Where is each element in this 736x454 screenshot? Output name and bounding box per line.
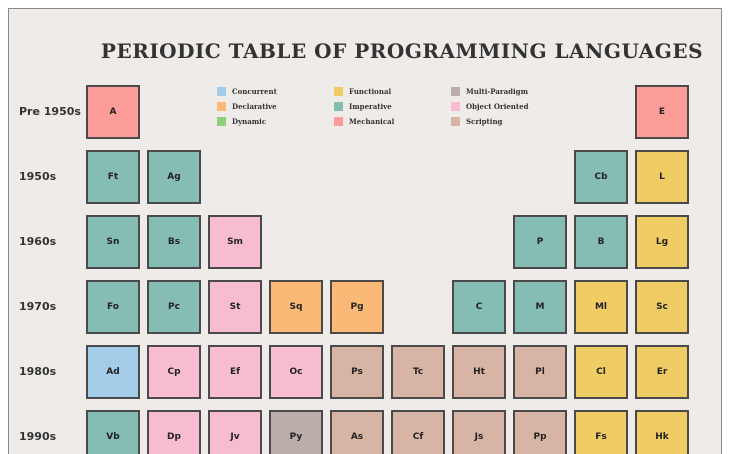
legend-label: Declarative bbox=[232, 102, 277, 111]
row-label: 1970s bbox=[19, 300, 57, 313]
legend-label: Functional bbox=[349, 87, 392, 96]
element-cell-pc[interactable]: Pc bbox=[147, 280, 201, 334]
element-cell-pp[interactable]: Pp bbox=[513, 410, 567, 454]
row-label: 1960s bbox=[19, 235, 57, 248]
legend-label: Dynamic bbox=[232, 117, 267, 126]
legend-swatch bbox=[451, 117, 460, 126]
legend-item-imperative: Imperative bbox=[334, 102, 392, 111]
legend-label: Concurrent bbox=[232, 87, 277, 96]
element-cell-er[interactable]: Er bbox=[635, 345, 689, 399]
legend-swatch bbox=[451, 87, 460, 96]
element-cell-sn[interactable]: Sn bbox=[86, 215, 140, 269]
legend-item-object-oriented: Object Oriented bbox=[451, 102, 528, 111]
element-cell-p[interactable]: P bbox=[513, 215, 567, 269]
element-cell-cp[interactable]: Cp bbox=[147, 345, 201, 399]
element-cell-lg[interactable]: Lg bbox=[635, 215, 689, 269]
element-cell-bs[interactable]: Bs bbox=[147, 215, 201, 269]
legend-label: Imperative bbox=[349, 102, 392, 111]
legend-swatch bbox=[451, 102, 460, 111]
element-cell-as[interactable]: As bbox=[330, 410, 384, 454]
element-cell-cf[interactable]: Cf bbox=[391, 410, 445, 454]
legend-label: Scripting bbox=[466, 117, 503, 126]
legend-label: Multi-Paradigm bbox=[466, 87, 528, 96]
legend-label: Object Oriented bbox=[466, 102, 529, 111]
row-label: Pre 1950s bbox=[19, 105, 81, 118]
element-cell-oc[interactable]: Oc bbox=[269, 345, 323, 399]
row-label: 1990s bbox=[19, 430, 57, 443]
element-cell-ml[interactable]: Ml bbox=[574, 280, 628, 334]
legend-item-concurrent: Concurrent bbox=[217, 87, 277, 96]
element-cell-st[interactable]: St bbox=[208, 280, 262, 334]
element-cell-ag[interactable]: Ag bbox=[147, 150, 201, 204]
element-cell-c[interactable]: C bbox=[452, 280, 506, 334]
element-cell-ht[interactable]: Ht bbox=[452, 345, 506, 399]
periodic-table-diagram: PERIODIC TABLE OF PROGRAMMING LANGUAGES … bbox=[8, 8, 722, 454]
legend-swatch bbox=[334, 102, 343, 111]
element-cell-dp[interactable]: Dp bbox=[147, 410, 201, 454]
legend-label: Mechanical bbox=[349, 117, 395, 126]
element-cell-tc[interactable]: Tc bbox=[391, 345, 445, 399]
element-cell-hk[interactable]: Hk bbox=[635, 410, 689, 454]
element-cell-fo[interactable]: Fo bbox=[86, 280, 140, 334]
row-label: 1980s bbox=[19, 365, 57, 378]
page-title: PERIODIC TABLE OF PROGRAMMING LANGUAGES bbox=[100, 39, 704, 63]
element-cell-jv[interactable]: Jv bbox=[208, 410, 262, 454]
element-cell-cl[interactable]: Cl bbox=[574, 345, 628, 399]
element-cell-fs[interactable]: Fs bbox=[574, 410, 628, 454]
element-cell-vb[interactable]: Vb bbox=[86, 410, 140, 454]
element-cell-b[interactable]: B bbox=[574, 215, 628, 269]
legend-item-dynamic: Dynamic bbox=[217, 117, 266, 126]
element-cell-ft[interactable]: Ft bbox=[86, 150, 140, 204]
legend-item-mechanical: Mechanical bbox=[334, 117, 394, 126]
element-cell-pl[interactable]: Pl bbox=[513, 345, 567, 399]
legend-item-multi-paradigm: Multi-Paradigm bbox=[451, 87, 528, 96]
legend-swatch bbox=[217, 117, 226, 126]
element-cell-sc[interactable]: Sc bbox=[635, 280, 689, 334]
row-label: 1950s bbox=[19, 170, 57, 183]
legend-item-declarative: Declarative bbox=[217, 102, 277, 111]
element-cell-sq[interactable]: Sq bbox=[269, 280, 323, 334]
legend-swatch bbox=[334, 117, 343, 126]
legend-swatch bbox=[217, 87, 226, 96]
element-cell-e[interactable]: E bbox=[635, 85, 689, 139]
element-cell-pg[interactable]: Pg bbox=[330, 280, 384, 334]
element-cell-l[interactable]: L bbox=[635, 150, 689, 204]
legend-swatch bbox=[334, 87, 343, 96]
element-cell-ef[interactable]: Ef bbox=[208, 345, 262, 399]
legend-swatch bbox=[217, 102, 226, 111]
element-cell-ad[interactable]: Ad bbox=[86, 345, 140, 399]
element-cell-py[interactable]: Py bbox=[269, 410, 323, 454]
element-cell-js[interactable]: Js bbox=[452, 410, 506, 454]
legend-item-functional: Functional bbox=[334, 87, 391, 96]
element-cell-ps[interactable]: Ps bbox=[330, 345, 384, 399]
element-cell-m[interactable]: M bbox=[513, 280, 567, 334]
legend-item-scripting: Scripting bbox=[451, 117, 502, 126]
element-cell-sm[interactable]: Sm bbox=[208, 215, 262, 269]
element-cell-a[interactable]: A bbox=[86, 85, 140, 139]
element-cell-cb[interactable]: Cb bbox=[574, 150, 628, 204]
